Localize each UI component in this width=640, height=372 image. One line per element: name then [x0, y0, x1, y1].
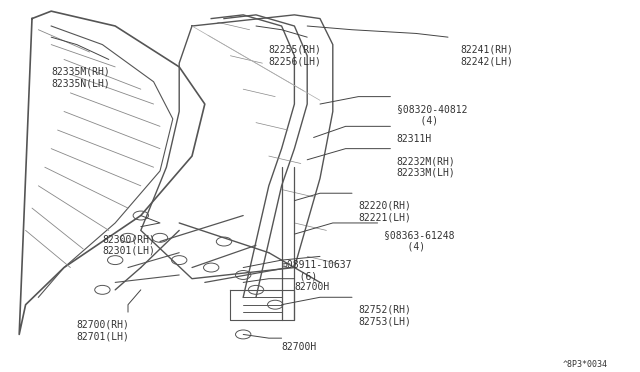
Text: 82700H: 82700H — [294, 282, 330, 292]
Text: 82700(RH)
82701(LH): 82700(RH) 82701(LH) — [77, 320, 130, 341]
Text: ¤08911-10637
   (6): ¤08911-10637 (6) — [282, 260, 352, 282]
Text: §08320-40812
    (4): §08320-40812 (4) — [397, 104, 467, 126]
Text: 82311H: 82311H — [397, 134, 432, 144]
Text: 82241(RH)
82242(LH): 82241(RH) 82242(LH) — [461, 45, 514, 66]
Text: 82300(RH)
82301(LH): 82300(RH) 82301(LH) — [102, 234, 156, 256]
Text: ^8P3*0034: ^8P3*0034 — [563, 360, 608, 369]
Text: 82220(RH)
82221(LH): 82220(RH) 82221(LH) — [358, 201, 412, 222]
Text: 82752(RH)
82753(LH): 82752(RH) 82753(LH) — [358, 305, 412, 326]
Text: 82700H: 82700H — [282, 342, 317, 352]
Text: 82232M(RH)
82233M(LH): 82232M(RH) 82233M(LH) — [397, 156, 456, 178]
Text: 82255(RH)
82256(LH): 82255(RH) 82256(LH) — [269, 45, 322, 66]
Text: §08363-61248
    (4): §08363-61248 (4) — [384, 230, 454, 252]
Text: 82335M(RH)
82335N(LH): 82335M(RH) 82335N(LH) — [51, 67, 110, 89]
